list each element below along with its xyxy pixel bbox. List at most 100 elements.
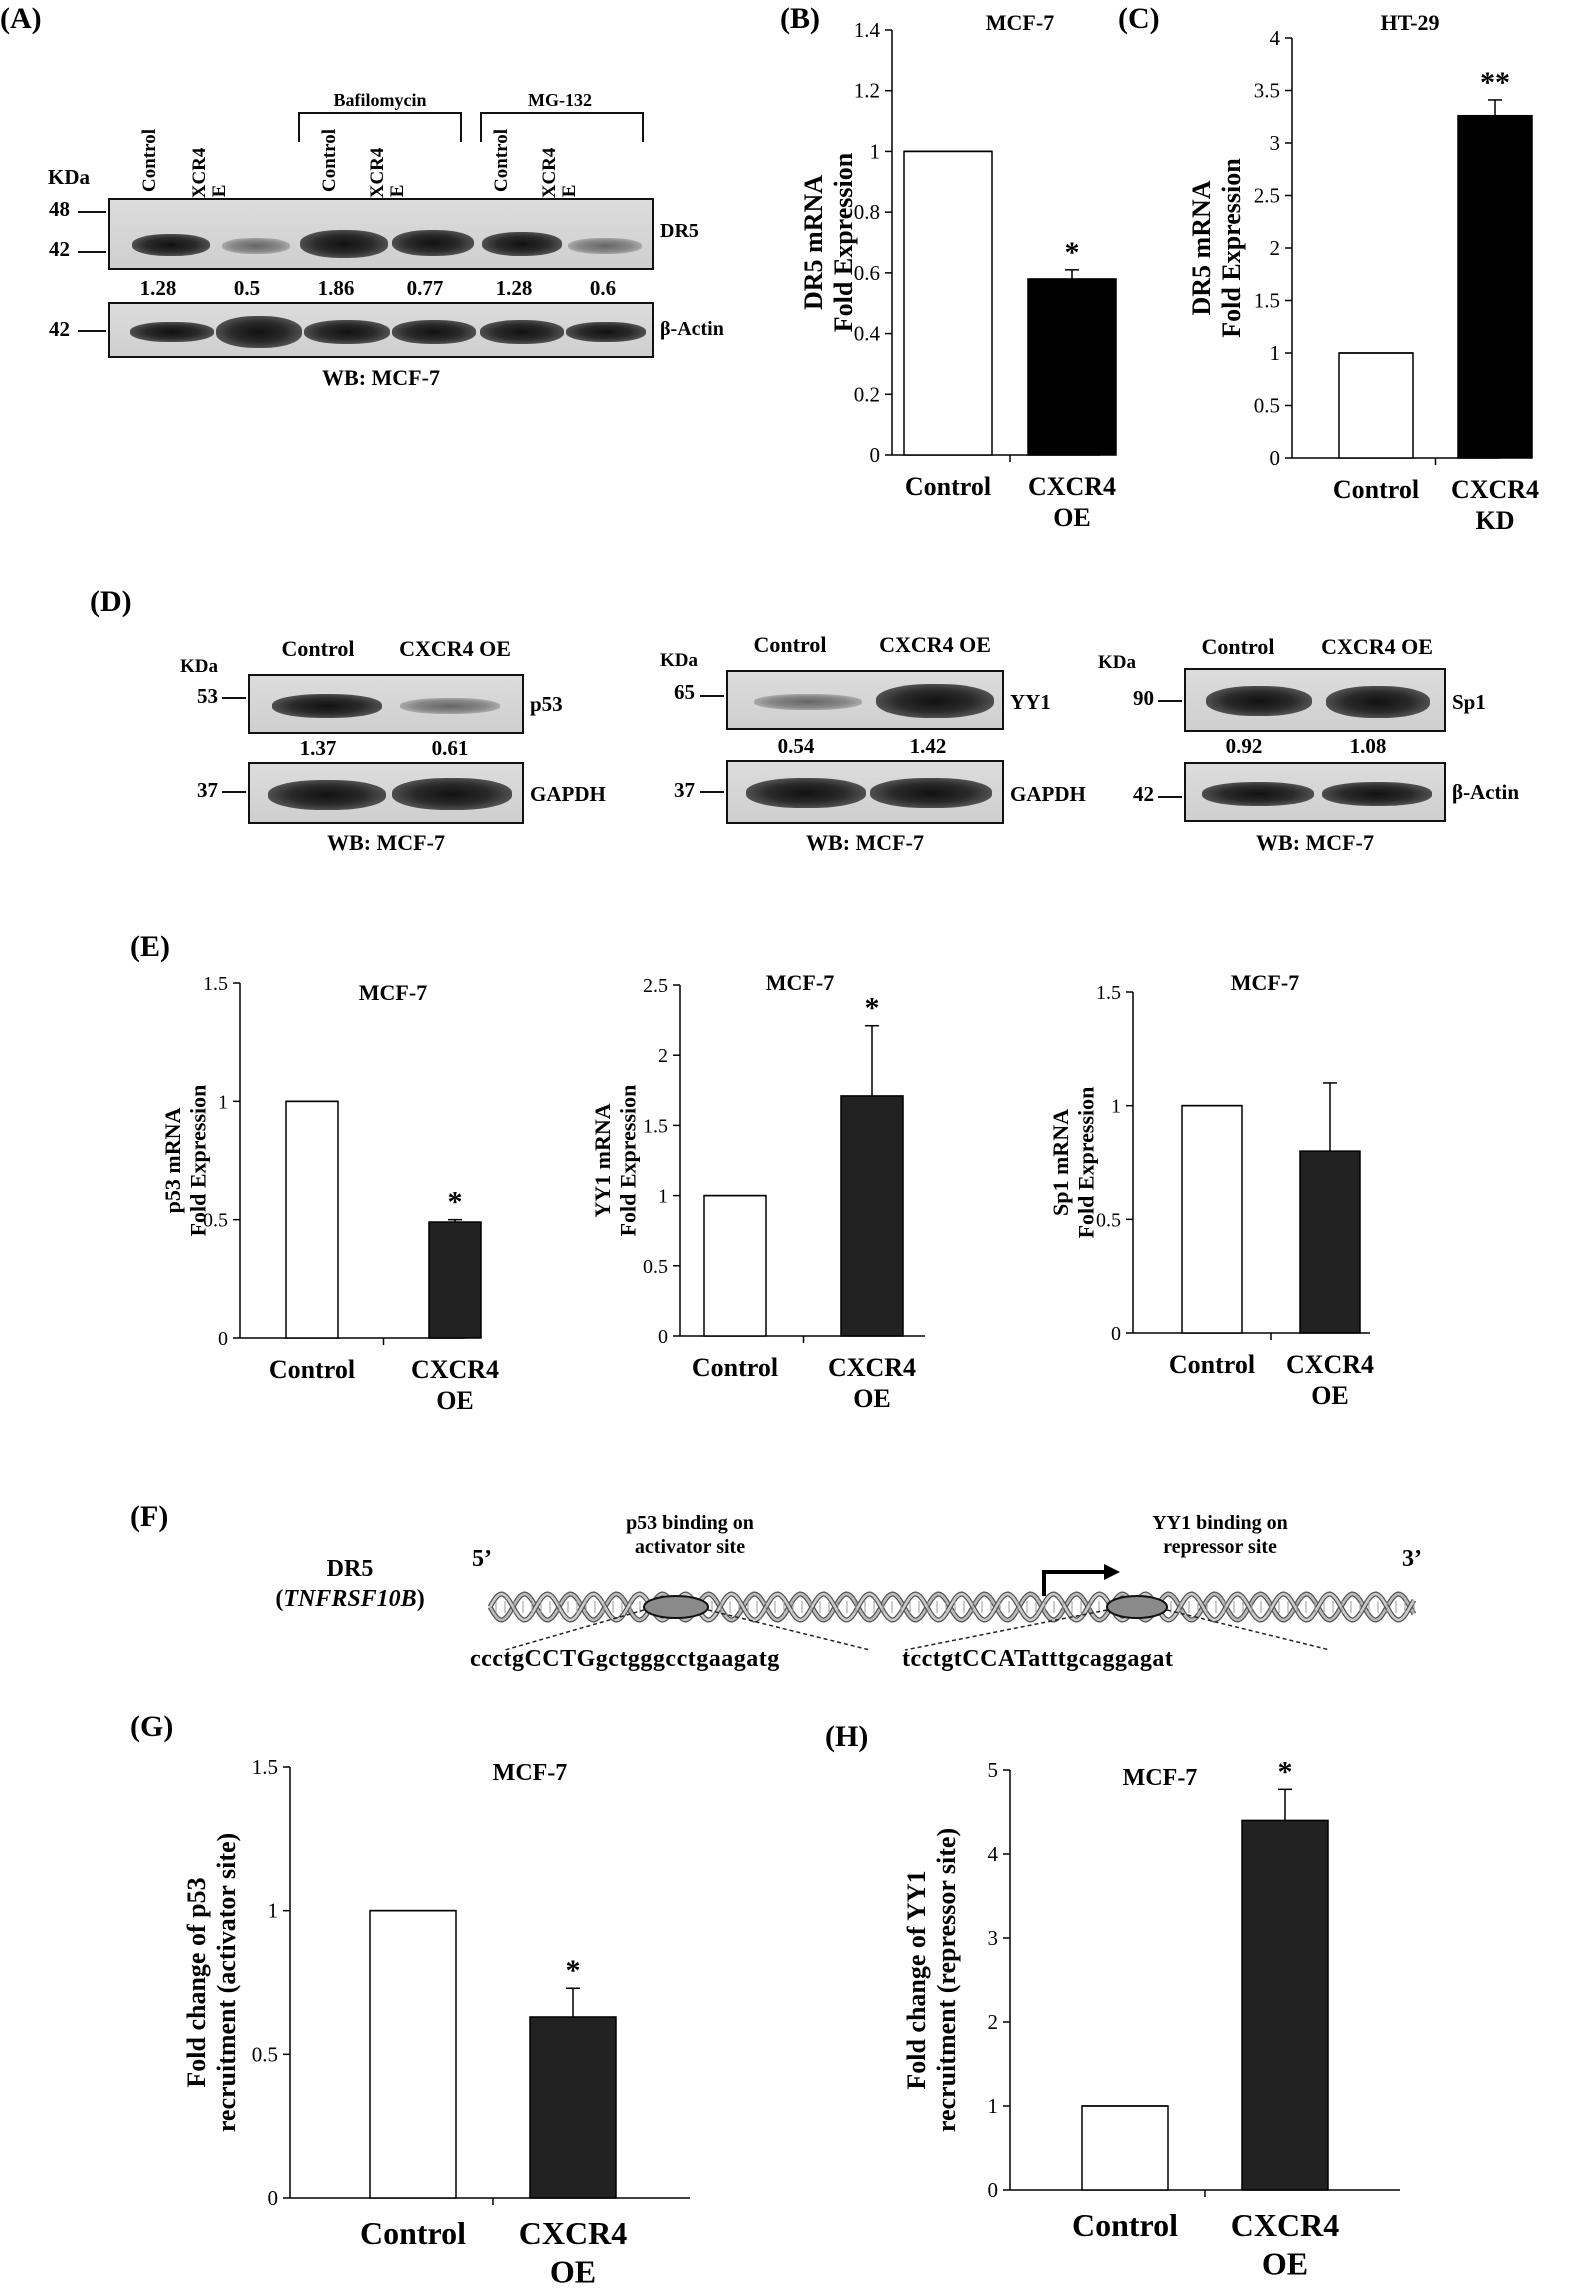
y-axis-label: DR5 mRNAFold Expression — [799, 152, 858, 332]
mw-marker: 37 — [674, 778, 695, 802]
y-tick-label: 0.5 — [203, 1210, 228, 1232]
chart-h: 0 1 2 3 4 5 MCF-7 Fold change of YY1recruitment… — [902, 1755, 1400, 2281]
y-axis-label-line: Fold Expression — [829, 152, 858, 332]
mw-tick — [1158, 796, 1182, 798]
actin-blot — [1184, 762, 1446, 822]
dr5-blot — [108, 198, 654, 270]
actin-blot — [108, 302, 654, 358]
y-tick-label: 0 — [658, 1326, 668, 1348]
category-label-line: KD — [1476, 506, 1515, 535]
blot-band — [746, 778, 866, 808]
lane-label: CXCR4 OE — [1321, 634, 1433, 659]
y-tick-label: 2 — [1270, 236, 1281, 260]
actin-label: β-Actin — [660, 318, 724, 340]
band-quant: 1.86 — [317, 276, 355, 300]
category-label-line: Control — [905, 472, 991, 501]
band-quant: 0.61 — [431, 736, 469, 760]
bar — [903, 150, 993, 456]
category-label-line: CXCR4 — [519, 2215, 627, 2251]
chart-e-p53: 0 0.5 1 1.5 MCF-7 p53 mRNAFold Expression Cont… — [160, 973, 499, 1415]
y-axis-label: Sp1 mRNAFold Expression — [1048, 1087, 1098, 1239]
band-quant: 0.77 — [406, 276, 444, 300]
blot-band — [400, 698, 500, 714]
panel-label-h: (H) — [825, 1720, 869, 1753]
significance-mark: * — [865, 992, 880, 1025]
gapdh-blot — [726, 760, 1004, 824]
bar — [1299, 1150, 1361, 1334]
blot-band — [300, 230, 388, 258]
actin-label: β-Actin — [1452, 780, 1520, 804]
category-label: Control — [692, 1353, 778, 1382]
y-axis-label: Fold change of YY1recruitment (repressor… — [902, 1828, 961, 2132]
blot-band — [482, 232, 562, 256]
y-tick-label: 2.5 — [643, 975, 668, 997]
mw-marker: 53 — [197, 684, 218, 708]
mw-tick — [78, 251, 106, 253]
y-tick-label: 1 — [988, 2094, 999, 2118]
y-axis-label-line: Fold Expression — [1073, 1087, 1098, 1239]
bar — [1338, 352, 1414, 459]
mw-42: 42 — [49, 237, 70, 261]
mw-marker: 37 — [197, 778, 218, 802]
y-tick-label: 1 — [870, 139, 881, 163]
helix-strand — [488, 1592, 1416, 1622]
category-label: CXCR4 OE — [1231, 2207, 1339, 2281]
category-label-line: CXCR4 — [411, 1355, 499, 1384]
wb-caption: WB: MCF-7 — [322, 365, 440, 390]
chart-title: MCF-7 — [986, 10, 1054, 35]
mg132-bracket — [480, 112, 644, 142]
band-quant: 1.37 — [299, 736, 337, 760]
panel-label-a: (A) — [0, 2, 42, 35]
significance-mark: * — [1278, 1755, 1293, 1788]
y-tick-label: 1 — [1111, 1096, 1121, 1118]
y-tick-label: 3 — [1270, 131, 1281, 155]
sp1-label: Sp1 — [1452, 690, 1486, 714]
y-axis-label: DR5 mRNAFold Expression — [1187, 158, 1246, 338]
gapdh-label: GAPDH — [1010, 782, 1086, 806]
tss-arrowhead — [1104, 1564, 1120, 1580]
y-axis-label: p53 mRNAFold Expression — [160, 1085, 210, 1237]
chart-g: 0 0.5 1 1.5 MCF-7 Fold change of p53recruitme… — [182, 1755, 690, 2289]
panel-label-c: (C) — [1118, 2, 1160, 35]
tss-arrow — [1042, 1570, 1112, 1596]
y-tick-label: 1.5 — [1096, 982, 1121, 1004]
bar — [369, 1909, 457, 2199]
bar — [285, 1100, 339, 1339]
category-label: Control — [269, 1355, 355, 1384]
y-axis-label-line: Fold Expression — [615, 1085, 640, 1237]
bar — [1457, 114, 1533, 459]
blot-band — [304, 320, 390, 344]
lane-label: Control — [281, 636, 355, 661]
y-tick-label: 0 — [1270, 446, 1281, 470]
category-label-line: CXCR4 — [1451, 475, 1539, 504]
band-quant: 0.6 — [589, 276, 617, 300]
y-tick-label: 0.6 — [854, 261, 880, 285]
kda-label: KDa — [48, 165, 90, 189]
bar — [428, 1221, 482, 1339]
blot-band — [272, 694, 382, 718]
category-label: Control — [1333, 475, 1419, 504]
y-tick-label: 3 — [988, 1926, 999, 1950]
panel-label-g: (G) — [130, 1710, 174, 1743]
y-axis-label-line: Sp1 mRNA — [1048, 1109, 1073, 1216]
y-axis-label-line: recruitment (activator site) — [212, 1833, 241, 2132]
y-tick-label: 0.5 — [252, 2042, 278, 2066]
y-tick-label: 0.5 — [1096, 1209, 1121, 1231]
y-axis-label-line: p53 mRNA — [160, 1108, 185, 1214]
blot-band — [876, 684, 994, 718]
significance-mark: ** — [1480, 66, 1510, 99]
y-axis-label: YY1 mRNAFold Expression — [590, 1085, 640, 1237]
yy1-site-label: repressor site — [1163, 1536, 1277, 1558]
y-tick-label: 1 — [218, 1091, 228, 1113]
category-label-line: Control — [1072, 2207, 1178, 2243]
y-tick-label: 1 — [658, 1186, 668, 1208]
mw-tick — [700, 695, 724, 697]
kda-label: KDa — [180, 656, 218, 677]
y-tick-label: 0 — [1111, 1323, 1121, 1345]
mw-tick — [1158, 700, 1182, 702]
band-quant: 1.42 — [909, 734, 947, 758]
category-label: Control — [905, 472, 991, 501]
blot-band — [392, 778, 512, 810]
leader-line — [904, 1609, 1108, 1651]
